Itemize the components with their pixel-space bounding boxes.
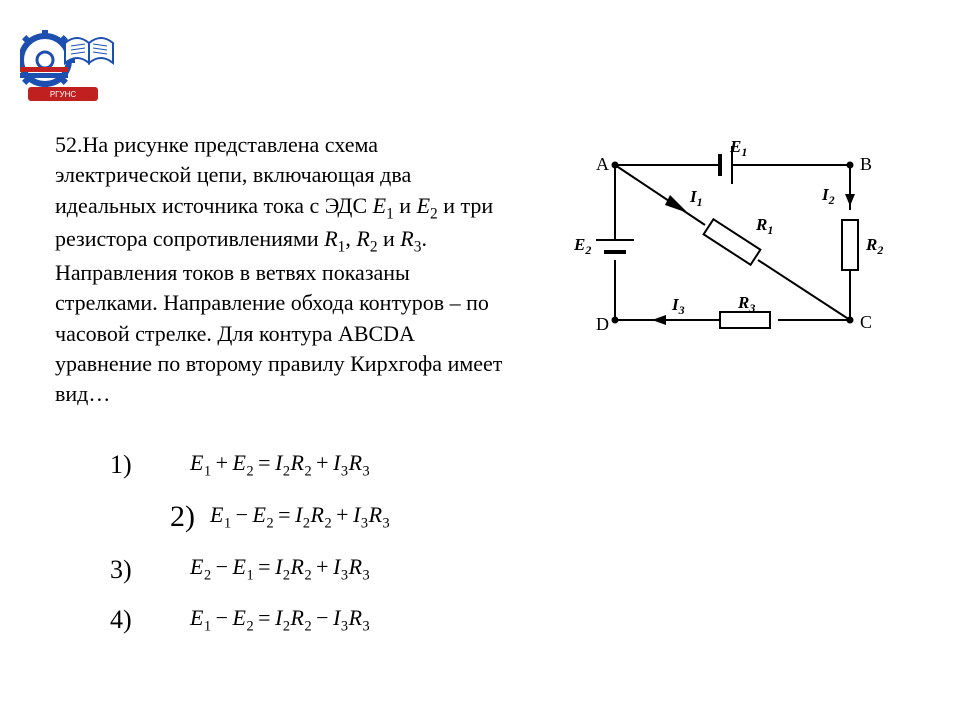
institution-logo: РГУНС bbox=[20, 15, 115, 110]
r1-label: R1 bbox=[755, 215, 773, 237]
answer-equation: E2−E1=I2R2+I3R3 bbox=[190, 554, 370, 584]
problem-line: электрической цепи, включающая два bbox=[55, 162, 411, 187]
answer-number: 2) bbox=[170, 500, 210, 534]
node-c-label: C bbox=[860, 312, 872, 332]
answer-equation: E1+E2=I2R2+I3R3 bbox=[190, 450, 370, 480]
problem-line: идеальных источника тока с ЭДС E1 и E2 и… bbox=[55, 193, 493, 218]
e1-label: E1 bbox=[729, 137, 747, 159]
problem-line: вид… bbox=[55, 381, 110, 406]
answer-number: 4) bbox=[110, 605, 190, 635]
problem-statement: 52.На рисунке представлена схема электри… bbox=[55, 130, 545, 410]
answer-number: 3) bbox=[110, 555, 190, 585]
answer-option-4: 4) E1−E2=I2R2−I3R3 bbox=[110, 605, 390, 635]
i2-label: I2 bbox=[821, 185, 835, 207]
answer-equation: E1−E2=I2R2+I3R3 bbox=[210, 502, 390, 532]
problem-line: часовой стрелке. Для контура ABCDA bbox=[55, 321, 415, 346]
answer-number: 1) bbox=[110, 450, 190, 480]
r2-label: R2 bbox=[865, 235, 883, 257]
answer-equation: E1−E2=I2R2−I3R3 bbox=[190, 605, 370, 635]
answer-option-1: 1) E1+E2=I2R2+I3R3 bbox=[110, 450, 390, 480]
i1-label: I1 bbox=[689, 187, 703, 209]
answer-option-2: 2) E1−E2=I2R2+I3R3 bbox=[170, 500, 390, 534]
i3-label: I3 bbox=[671, 295, 685, 317]
problem-line: резистора сопротивлениями R1, R2 и R3. bbox=[55, 226, 427, 251]
problem-line: уравнение по второму правилу Кирхгофа им… bbox=[55, 351, 502, 376]
r3-label: R3 bbox=[737, 293, 755, 315]
node-b-label: B bbox=[860, 154, 872, 174]
problem-number: 52. bbox=[55, 132, 83, 157]
problem-line: Направления токов в ветвях показаны bbox=[55, 260, 410, 285]
circuit-diagram: A B C D E1 E2 R1 R2 R3 I1 I2 I3 bbox=[560, 130, 900, 355]
node-a-label: A bbox=[596, 154, 609, 174]
problem-line: На рисунке представлена схема bbox=[83, 132, 379, 157]
e2-label: E2 bbox=[573, 235, 591, 257]
answer-options: 1) E1+E2=I2R2+I3R3 2) E1−E2=I2R2+I3R3 3)… bbox=[110, 450, 390, 655]
logo-text: РГУНС bbox=[50, 90, 77, 99]
node-d-label: D bbox=[596, 314, 609, 334]
answer-option-3: 3) E2−E1=I2R2+I3R3 bbox=[110, 554, 390, 584]
problem-line: стрелками. Направление обхода контуров –… bbox=[55, 290, 489, 315]
